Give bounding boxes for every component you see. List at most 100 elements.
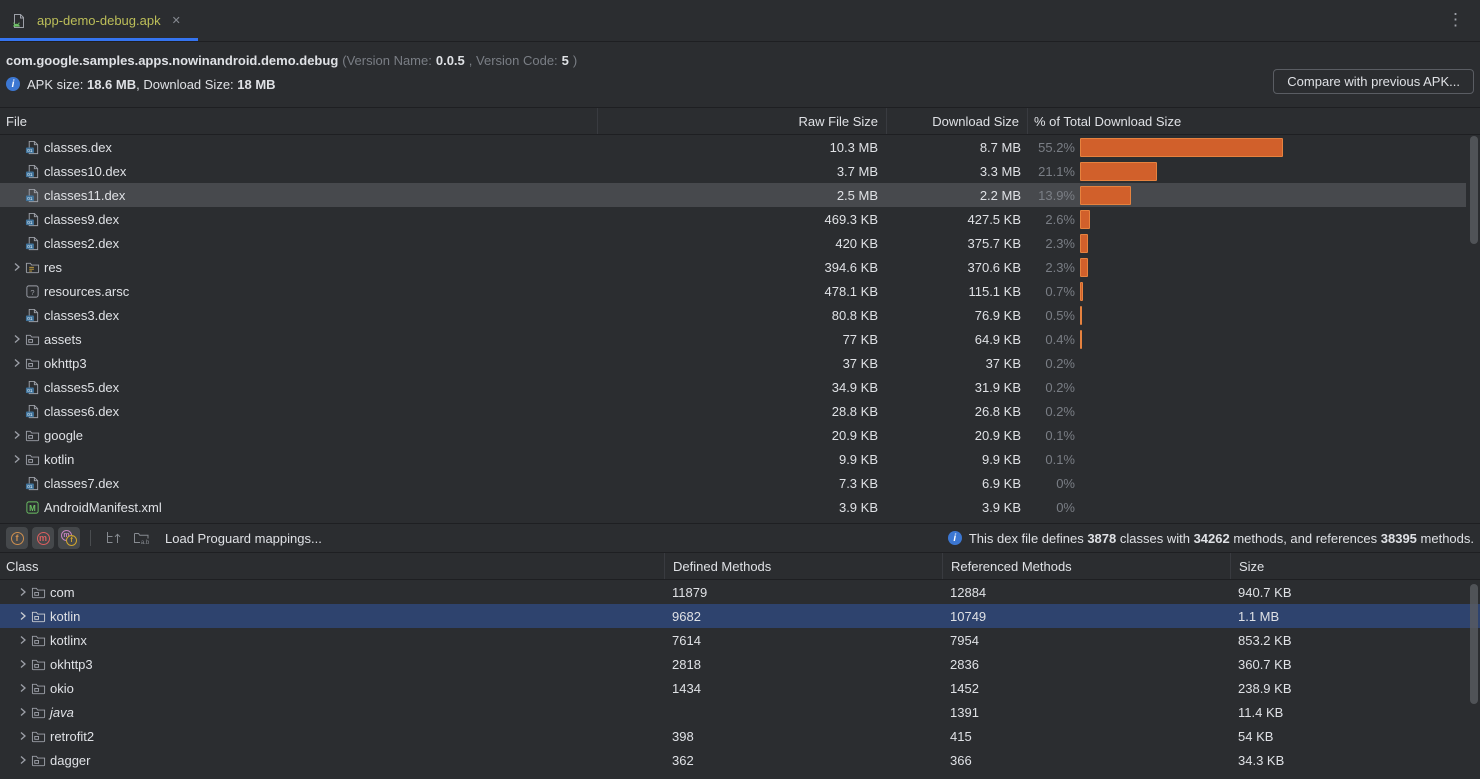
download-percent-bar xyxy=(1080,161,1158,181)
folder-icon xyxy=(24,451,40,467)
column-header-download-size[interactable]: Download Size xyxy=(886,108,1027,134)
percent-label: 0.7% xyxy=(1045,283,1075,299)
defined-methods: 11879 xyxy=(672,584,708,600)
file-name: kotlin xyxy=(44,451,75,467)
chevron-right-icon[interactable] xyxy=(10,453,23,466)
file-name: okhttp3 xyxy=(44,355,87,371)
close-icon[interactable]: ✕ xyxy=(171,15,181,27)
table-row[interactable]: google 20.9 KB 20.9 KB 0.1% xyxy=(0,423,1480,447)
raw-file-size: 420 KB xyxy=(835,235,878,251)
svg-text:01: 01 xyxy=(27,315,33,320)
show-methods-toggle-button[interactable]: m xyxy=(32,527,54,549)
svg-text:01: 01 xyxy=(27,171,33,176)
chevron-right-icon[interactable] xyxy=(16,658,29,671)
referenced-methods: 1452 xyxy=(950,680,979,696)
table-row[interactable]: 01 classes10.dex 3.7 MB 3.3 MB 21.1% xyxy=(0,159,1480,183)
dex-defined-method-count: 34262 xyxy=(1193,530,1230,546)
file-name: assets xyxy=(44,331,82,347)
table-row[interactable]: kotlin 9.9 KB 9.9 KB 0.1% xyxy=(0,447,1480,471)
table-row[interactable]: dagger 362 366 34.3 KB xyxy=(0,748,1480,772)
table-row[interactable]: 01 classes6.dex 28.8 KB 26.8 KB 0.2% xyxy=(0,399,1480,423)
table-row[interactable]: java 1391 11.4 KB xyxy=(0,700,1480,724)
overflow-menu-icon[interactable]: ⋮ xyxy=(1447,10,1464,29)
column-header-file[interactable]: File xyxy=(6,113,27,129)
dex-file-icon: 01 xyxy=(24,475,40,491)
referenced-methods: 2836 xyxy=(950,656,979,672)
tab-apk-analyzer[interactable]: app-demo-debug.apk ✕ xyxy=(0,0,198,41)
download-percent-bar xyxy=(1080,233,1089,253)
apk-size-text: APK size: 18.6 MB, Download Size: 18 MB xyxy=(27,76,276,92)
file-table-header: File Raw File Size Download Size % of To… xyxy=(0,108,1480,135)
table-row[interactable]: 01 classes.dex 10.3 MB 8.7 MB 55.2% xyxy=(0,135,1480,159)
chevron-right-icon[interactable] xyxy=(10,429,23,442)
table-row[interactable]: 01 classes9.dex 469.3 KB 427.5 KB 2.6% xyxy=(0,207,1480,231)
raw-file-size: 10.3 MB xyxy=(829,139,878,155)
chevron-right-icon[interactable] xyxy=(10,357,23,370)
chevron-right-icon[interactable] xyxy=(16,610,29,623)
vertical-scrollbar-thumb[interactable] xyxy=(1470,584,1478,704)
file-name: classes11.dex xyxy=(44,187,126,203)
column-header-size[interactable]: Size xyxy=(1230,553,1480,579)
table-row[interactable]: okhttp3 37 KB 37 KB 0.2% xyxy=(0,351,1480,375)
show-fields-toggle-button[interactable]: f xyxy=(6,527,28,549)
percent-label: 0.1% xyxy=(1045,451,1075,467)
column-header-defined-methods[interactable]: Defined Methods xyxy=(664,553,942,579)
table-row[interactable]: M AndroidManifest.xml 3.9 KB 3.9 KB 0% xyxy=(0,495,1480,519)
table-row[interactable]: retrofit2 398 415 54 KB xyxy=(0,724,1480,748)
resources-folder-icon xyxy=(24,259,40,275)
table-row[interactable]: 01 classes2.dex 420 KB 375.7 KB 2.3% xyxy=(0,231,1480,255)
chevron-right-icon[interactable] xyxy=(16,634,29,647)
chevron-right-icon[interactable] xyxy=(10,261,23,274)
download-size: 3.9 KB xyxy=(981,499,1021,515)
raw-file-size: 37 KB xyxy=(842,355,878,371)
table-row[interactable]: assets 77 KB 64.9 KB 0.4% xyxy=(0,327,1480,351)
table-row[interactable]: okio 1434 1452 238.9 KB xyxy=(0,676,1480,700)
table-row[interactable]: res 394.6 KB 370.6 KB 2.3% xyxy=(0,255,1480,279)
table-row[interactable]: com 11879 12884 940.7 KB xyxy=(0,580,1480,604)
column-header-percent-of-total[interactable]: % of Total Download Size xyxy=(1027,108,1480,134)
chevron-right-icon[interactable] xyxy=(10,333,23,346)
table-row-selected[interactable]: kotlin 9682 10749 1.1 MB xyxy=(0,604,1480,628)
chevron-right-icon[interactable] xyxy=(16,754,29,767)
expand-tree-icon[interactable] xyxy=(104,529,122,547)
file-name: res xyxy=(44,259,63,275)
chevron-right-icon[interactable] xyxy=(16,682,29,695)
chevron-right-icon[interactable] xyxy=(16,706,29,719)
download-size: 37 KB xyxy=(985,355,1021,371)
editor-tab-bar: app-demo-debug.apk ✕ ⋮ xyxy=(0,0,1480,42)
package-line: com.google.samples.apps.nowinandroid.dem… xyxy=(6,52,578,68)
download-percent-bar xyxy=(1080,329,1082,349)
chevron-right-icon[interactable] xyxy=(16,586,29,599)
package-folder-icon xyxy=(30,752,46,768)
manifest-file-icon: M xyxy=(24,499,40,515)
dex-file-icon: 01 xyxy=(24,235,40,251)
svg-text:01: 01 xyxy=(27,147,33,152)
table-row[interactable]: kotlinx 7614 7954 853.2 KB xyxy=(0,628,1480,652)
package-view-icon[interactable]: a.b xyxy=(132,529,150,547)
download-size: 3.3 MB xyxy=(979,163,1021,179)
package-folder-icon xyxy=(30,608,46,624)
table-row[interactable]: ? resources.arsc 478.1 KB 115.1 KB 0.7% xyxy=(0,279,1480,303)
percent-label: 0.4% xyxy=(1045,331,1075,347)
compare-with-previous-apk-button[interactable]: Compare with previous APK... xyxy=(1273,69,1474,94)
table-row[interactable]: okhttp3 2818 2836 360.7 KB xyxy=(0,652,1480,676)
column-header-class[interactable]: Class xyxy=(6,558,39,574)
class-table: com 11879 12884 940.7 KB kotlin 9682 107… xyxy=(0,580,1480,779)
column-header-referenced-methods[interactable]: Referenced Methods xyxy=(942,553,1230,579)
vertical-scrollbar-thumb[interactable] xyxy=(1470,136,1478,244)
table-row[interactable]: 01 classes5.dex 34.9 KB 31.9 KB 0.2% xyxy=(0,375,1480,399)
referenced-methods: 10749 xyxy=(950,608,987,624)
table-row[interactable]: 01 classes3.dex 80.8 KB 76.9 KB 0.5% xyxy=(0,303,1480,327)
table-row[interactable]: 01 classes7.dex 7.3 KB 6.9 KB 0% xyxy=(0,471,1480,495)
column-header-raw-file-size[interactable]: Raw File Size xyxy=(597,108,886,134)
chevron-right-icon[interactable] xyxy=(16,730,29,743)
load-proguard-mappings-button[interactable]: Load Proguard mappings... xyxy=(165,530,322,546)
referenced-methods: 1391 xyxy=(950,704,979,720)
download-size: 115.1 KB xyxy=(968,283,1021,299)
download-size: 370.6 KB xyxy=(967,259,1022,275)
svg-text:?: ? xyxy=(30,287,34,296)
download-percent-bar xyxy=(1080,185,1131,205)
table-row-selected[interactable]: 01 classes11.dex 2.5 MB 2.2 MB 13.9% xyxy=(0,183,1466,207)
size: 238.9 KB xyxy=(1238,680,1292,696)
